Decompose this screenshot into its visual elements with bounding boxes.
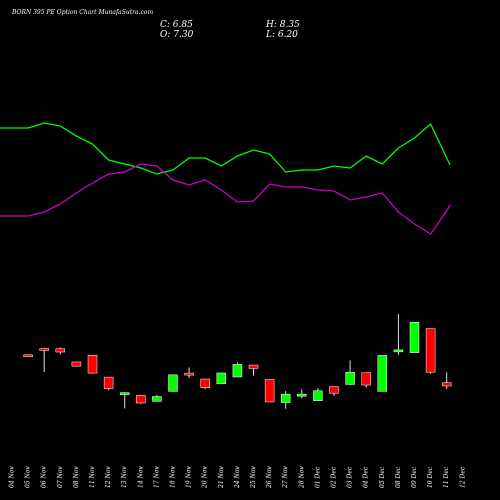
candle-body [280, 393, 291, 403]
x-tick-label: 11 Dec [443, 466, 450, 488]
candle-body [87, 355, 98, 374]
candle-body [55, 348, 66, 353]
x-tick-label: 05 Dec [379, 466, 386, 488]
x-tick-label: 12 Dec [459, 466, 466, 488]
indicator-lines [0, 122, 451, 235]
high-value: H: 8.35 [266, 20, 300, 30]
x-tick-label: 20 Nov [202, 466, 209, 489]
x-tick-label: 18 Nov [170, 466, 177, 488]
candle-body [264, 379, 275, 403]
candlesticks [23, 313, 452, 409]
candle [425, 328, 436, 374]
x-tick-label: 04 Dec [363, 466, 370, 488]
candle [23, 354, 33, 358]
candle [264, 379, 275, 403]
candle [87, 355, 98, 374]
x-tick-label: 25 Nov [250, 466, 257, 489]
x-tick-label: 28 Nov [298, 466, 305, 489]
candle [184, 367, 194, 378]
x-axis-labels: 04 Nov 05 Nov 06 Nov 07 Nov 08 Nov 11 Nov 12 N… [9, 466, 467, 489]
x-tick-label: 03 Dec [347, 466, 354, 488]
candle-body [329, 386, 339, 394]
candle [216, 372, 227, 385]
x-tick-label: 14 Nov [137, 466, 144, 488]
candle-body [184, 372, 194, 376]
x-tick-label: 13 Nov [121, 466, 128, 488]
x-tick-label: 21 Nov [218, 466, 225, 489]
x-tick-label: 07 Nov [57, 466, 64, 488]
x-tick-label: 08 Dec [395, 466, 402, 488]
candle [248, 364, 259, 376]
indicator-line-1 [0, 122, 451, 175]
x-tick-label: 12 Nov [105, 466, 112, 488]
candle [441, 372, 452, 389]
candle [280, 390, 291, 409]
candle [361, 372, 371, 388]
candle-body [248, 364, 259, 369]
candle-body [232, 364, 243, 378]
candle-body [119, 392, 130, 395]
x-tick-label: 08 Nov [73, 466, 80, 488]
candle [393, 313, 404, 356]
x-tick-label: 11 Nov [89, 466, 96, 488]
candle [200, 378, 210, 390]
x-tick-label: 06 Nov [41, 466, 48, 488]
candle [297, 389, 307, 399]
candle-body [103, 376, 114, 389]
x-tick-label: 19 Nov [186, 466, 193, 488]
candle [119, 392, 130, 409]
candle-body [441, 382, 452, 387]
candle-body [216, 372, 227, 385]
candle [39, 347, 49, 373]
candle-body [425, 328, 436, 373]
x-tick-label: 27 Nov [282, 466, 289, 489]
candle [71, 361, 82, 367]
candle [152, 394, 162, 402]
candle-body [71, 361, 82, 367]
chart-title: BORN 395 PE Option Chart MunafaSutra.com [12, 9, 154, 16]
open-value: O: 7.30 [160, 30, 194, 40]
close-value: C: 6.85 [160, 20, 193, 30]
candle [377, 355, 388, 392]
x-tick-label: 04 Nov [9, 466, 16, 488]
candle-body [313, 390, 323, 401]
x-tick-label: 05 Nov [25, 466, 32, 488]
candle-body [393, 349, 404, 353]
candle-body [377, 355, 388, 392]
candle-body [297, 393, 307, 397]
low-value: L: 6.20 [266, 30, 298, 40]
candle [345, 360, 355, 386]
candle-body [39, 348, 49, 351]
candle [409, 322, 420, 353]
candle-body [152, 396, 162, 402]
candle-body [361, 372, 371, 386]
candle-body [23, 354, 33, 358]
candle [329, 386, 339, 397]
x-tick-label: 02 Dec [331, 466, 338, 488]
candle-body [168, 374, 178, 392]
x-tick-label: 01 Dec [314, 466, 321, 488]
candle-body [409, 322, 420, 353]
candle [55, 347, 66, 355]
candle [232, 362, 243, 378]
candle-body [136, 395, 146, 404]
x-tick-label: 10 Dec [427, 466, 434, 488]
x-tick-label: 24 Nov [234, 466, 241, 489]
x-tick-label: 17 Nov [153, 466, 160, 488]
candle [168, 374, 178, 392]
candle [103, 376, 114, 391]
candle [136, 395, 146, 404]
x-tick-label: 26 Nov [266, 466, 273, 489]
candle-body [200, 378, 210, 388]
x-tick-label: 09 Dec [411, 466, 418, 488]
candle-body [345, 372, 355, 385]
indicator-line-2 [0, 163, 451, 235]
candle [313, 387, 323, 401]
